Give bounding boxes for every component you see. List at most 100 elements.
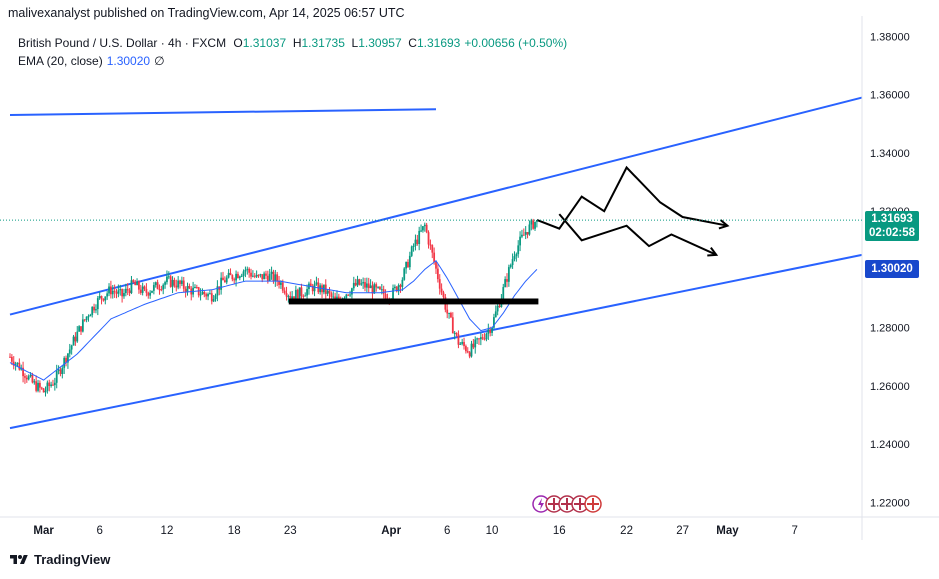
candle-body: [136, 281, 138, 286]
candle-body: [57, 369, 60, 371]
projection-upper-path: [536, 165, 728, 230]
candle-body: [250, 272, 252, 277]
symbol-row: British Pound / U.S. Dollar · 4h · FXCM …: [18, 34, 567, 52]
candle-body: [52, 384, 54, 386]
candle-body: [476, 338, 479, 340]
candle-body: [89, 314, 92, 317]
candle-body: [405, 261, 408, 269]
candle-body: [199, 294, 202, 296]
candle-body: [352, 282, 355, 289]
candle-body: [266, 275, 269, 281]
candle-body: [74, 336, 77, 342]
candle-body: [257, 274, 260, 276]
time-tick-label: 22: [620, 525, 633, 537]
candle-body: [83, 319, 86, 321]
candle-body: [205, 294, 208, 297]
candle-body: [356, 279, 359, 286]
candle-body: [212, 298, 215, 302]
candle-body: [59, 369, 62, 374]
candle-body: [117, 290, 120, 294]
candle-body: [81, 319, 84, 332]
candle-body: [496, 305, 499, 312]
candle-body: [487, 329, 490, 334]
candle-body: [186, 285, 189, 293]
ema-label[interactable]: EMA (20, close): [18, 54, 103, 68]
candle-body: [261, 274, 264, 280]
candle-body: [76, 331, 79, 342]
candle-body: [158, 289, 161, 291]
uk-flag-icon: [558, 495, 576, 513]
candle-body: [102, 298, 105, 301]
candle-body: [35, 381, 38, 391]
candle-body: [463, 342, 465, 347]
projection-lower-path-arrowhead: [707, 247, 719, 257]
candle-body: [231, 275, 234, 280]
candle-body: [255, 274, 258, 277]
candle-body: [515, 254, 518, 257]
candle-body: [225, 277, 228, 283]
candle-body: [38, 382, 41, 388]
low-value: 1.30957: [358, 36, 402, 50]
candle-body: [459, 343, 462, 345]
candle-body: [380, 289, 383, 291]
event-icons: [532, 495, 602, 513]
candle-body: [31, 374, 34, 383]
candle-body: [33, 381, 36, 383]
time-axis[interactable]: Mar 6 12 18 23 Apr 6 10 16 22 27 May 7: [33, 525, 798, 537]
candle-body: [468, 352, 471, 357]
candle-body: [203, 291, 206, 295]
candle-body: [283, 290, 286, 294]
candle-body: [98, 296, 101, 299]
candle-body: [474, 339, 477, 348]
candle-body: [63, 357, 66, 368]
candle-body: [522, 234, 525, 236]
candle-body: [121, 288, 124, 297]
tradingview-brand[interactable]: TradingView: [10, 552, 110, 567]
candle-body: [369, 285, 372, 289]
candle-body: [455, 332, 458, 335]
candle-body: [485, 333, 488, 340]
candle-body: [246, 268, 249, 270]
candle-body: [481, 337, 484, 339]
symbol-label[interactable]: British Pound / U.S. Dollar · 4h · FXCM: [18, 36, 227, 50]
candle-body: [281, 282, 284, 291]
candle-body: [259, 274, 262, 276]
tradingview-logo-icon: [10, 554, 28, 564]
price-tick-label: 1.28000: [870, 323, 910, 335]
open-label: O: [233, 36, 243, 50]
channel-top-segment: [9, 108, 437, 117]
candle-body: [291, 296, 294, 299]
candle-body: [407, 261, 409, 268]
candle-body: [128, 290, 131, 294]
candle-body: [431, 245, 434, 253]
publisher-attribution: malivexanalyst published on TradingView.…: [8, 6, 405, 20]
candle-body: [9, 356, 11, 358]
candle-body: [12, 361, 15, 366]
candle-body: [100, 296, 103, 299]
candle-body: [229, 272, 232, 276]
candle-body: [519, 236, 521, 246]
candle-body: [268, 273, 271, 281]
candle-body: [149, 292, 152, 296]
candle-body: [382, 289, 385, 295]
candle-body: [171, 279, 174, 287]
projection-upper-path-arrowhead: [718, 219, 730, 230]
candle-body: [95, 309, 97, 311]
candle-body: [145, 288, 148, 293]
candle-body: [336, 296, 338, 300]
candle-body: [104, 296, 107, 301]
candle-body: [498, 305, 501, 307]
candle-body: [433, 252, 436, 263]
candle-body: [412, 245, 415, 247]
candle-body: [238, 276, 241, 279]
candle-body: [55, 370, 58, 383]
candle-body: [65, 357, 67, 363]
brand-label: TradingView: [34, 552, 111, 567]
candle-body: [450, 312, 452, 318]
candle-body: [162, 284, 165, 290]
candle-body: [87, 316, 90, 318]
uk-flag-icon: [571, 495, 589, 513]
candle-body: [399, 285, 402, 287]
candle-body: [272, 271, 275, 282]
